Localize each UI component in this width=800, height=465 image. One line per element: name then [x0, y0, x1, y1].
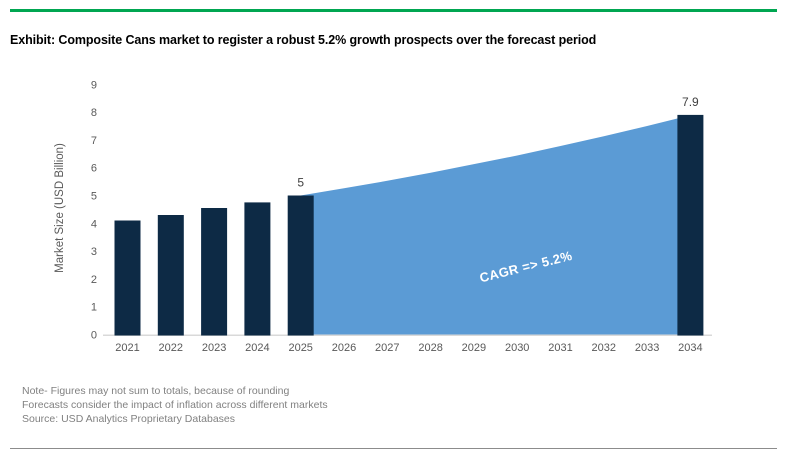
y-tick-label-4: 4	[91, 218, 97, 230]
x-tick-label-2024: 2024	[245, 342, 269, 354]
footnotes: Note- Figures may not sum to totals, bec…	[22, 384, 328, 426]
x-tick-label-2032: 2032	[592, 342, 616, 354]
accent-rule	[10, 9, 777, 12]
y-tick-label-2: 2	[91, 274, 97, 286]
bar-value-label-2025: 5	[297, 176, 304, 190]
x-tick-label-2023: 2023	[202, 342, 226, 354]
bar-2025	[287, 195, 314, 336]
y-tick-label-8: 8	[91, 107, 97, 119]
x-tick-label-2031: 2031	[548, 342, 572, 354]
exhibit-title: Exhibit: Composite Cans market to regist…	[10, 33, 597, 47]
y-tick-label-3: 3	[91, 246, 97, 258]
bar-2034	[677, 114, 704, 336]
x-tick-label-2021: 2021	[115, 342, 139, 354]
note-rounding: Note- Figures may not sum to totals, bec…	[22, 385, 290, 397]
x-tick-label-2022: 2022	[159, 342, 183, 354]
bottom-rule	[10, 448, 777, 449]
bar-2021	[114, 220, 141, 336]
y-tick-label-1: 1	[91, 302, 97, 314]
bar-value-label-2034: 7.9	[682, 95, 699, 109]
note-source: Source: USD Analytics Proprietary Databa…	[22, 413, 236, 425]
y-axis-title: Market Size (USD Billion)	[54, 143, 66, 273]
x-tick-label-2026: 2026	[332, 342, 356, 354]
x-tick-label-2028: 2028	[418, 342, 442, 354]
x-tick-label-2033: 2033	[635, 342, 659, 354]
x-tick-label-2029: 2029	[462, 342, 486, 354]
y-tick-label-0: 0	[91, 330, 97, 342]
bar-2022	[157, 215, 184, 336]
x-tick-label-2034: 2034	[678, 342, 702, 354]
y-tick-label-5: 5	[91, 191, 97, 203]
x-tick-label-2030: 2030	[505, 342, 529, 354]
bar-2024	[244, 202, 271, 336]
note-inflation: Forecasts consider the impact of inflati…	[22, 399, 328, 411]
forecast-area	[300, 115, 691, 335]
y-tick-label-9: 9	[91, 79, 97, 91]
bar-2023	[201, 208, 228, 336]
y-tick-label-7: 7	[91, 135, 97, 147]
y-tick-label-6: 6	[91, 163, 97, 175]
x-tick-label-2027: 2027	[375, 342, 399, 354]
x-tick-label-2025: 2025	[288, 342, 312, 354]
